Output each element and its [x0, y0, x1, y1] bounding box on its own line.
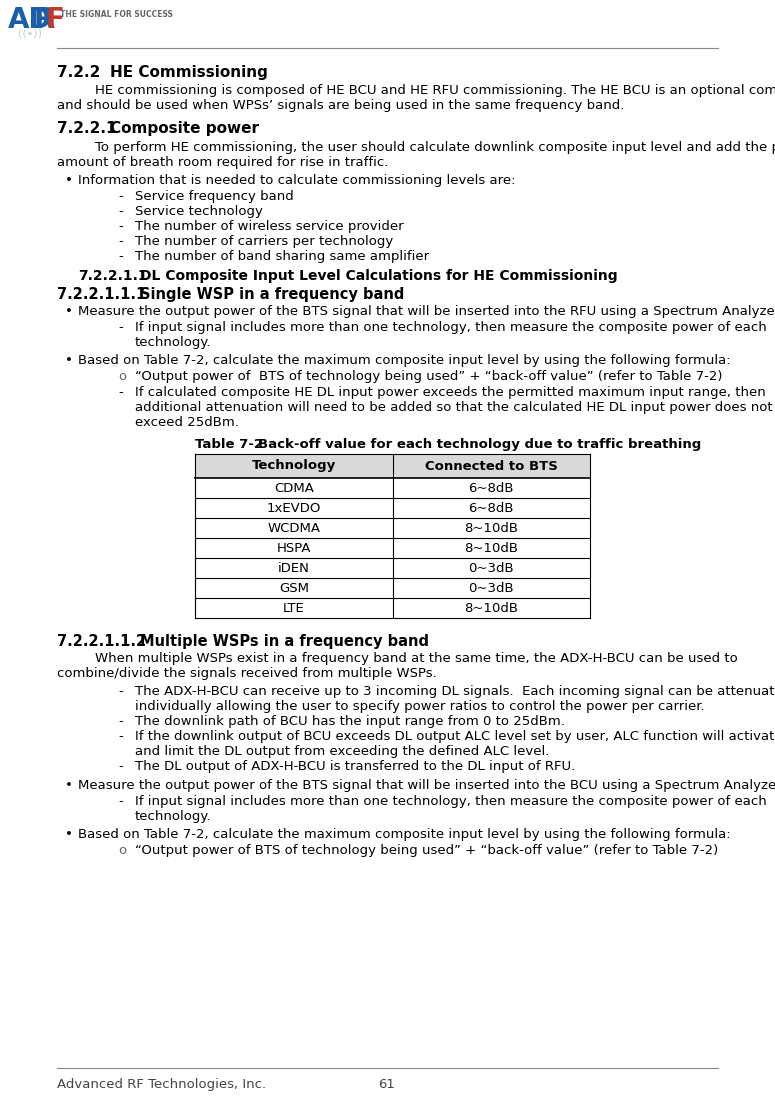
Text: 7.2.2: 7.2.2 [57, 65, 101, 80]
Text: Service technology: Service technology [135, 206, 263, 218]
Text: additional attenuation will need to be added so that the calculated HE DL input : additional attenuation will need to be a… [135, 401, 773, 414]
Bar [195, 518, 590, 539]
Text: AD: AD [8, 5, 53, 34]
Text: The number of band sharing same amplifier: The number of band sharing same amplifie… [135, 249, 429, 263]
Text: 8~10dB: 8~10dB [464, 542, 518, 555]
Text: F: F [46, 5, 65, 34]
Text: 8~10dB: 8~10dB [464, 522, 518, 534]
Text: The DL output of ADX-H-BCU is transferred to the DL input of RFU.: The DL output of ADX-H-BCU is transferre… [135, 761, 575, 773]
Text: If the downlink output of BCU exceeds DL output ALC level set by user, ALC funct: If the downlink output of BCU exceeds DL… [135, 730, 775, 743]
Text: 6~8dB: 6~8dB [469, 481, 514, 495]
Text: Based on Table 7-2, calculate the maximum composite input level by using the fol: Based on Table 7-2, calculate the maximu… [78, 828, 731, 841]
Text: -: - [118, 685, 122, 698]
Text: “Output power of BTS of technology being used” + “back-off value” (refer to Tabl: “Output power of BTS of technology being… [135, 844, 718, 857]
Text: 8~10dB: 8~10dB [464, 601, 518, 614]
Text: combine/divide the signals received from multiple WSPs.: combine/divide the signals received from… [57, 667, 437, 680]
Text: “Output power of  BTS of technology being used” + “back-off value” (refer to Tab: “Output power of BTS of technology being… [135, 370, 722, 382]
Text: Table 7-2: Table 7-2 [195, 439, 263, 451]
Text: -: - [118, 715, 122, 728]
Bar [195, 454, 590, 478]
Text: Advanced RF Technologies, Inc.: Advanced RF Technologies, Inc. [57, 1078, 266, 1091]
Text: Technology: Technology [252, 459, 336, 473]
Text: -: - [118, 206, 122, 218]
Text: o: o [118, 370, 126, 382]
Text: HE Commissioning: HE Commissioning [110, 65, 268, 80]
Text: To perform HE commissioning, the user should calculate downlink composite input : To perform HE commissioning, the user sh… [95, 141, 775, 154]
Text: 61: 61 [378, 1078, 395, 1091]
Text: technology.: technology. [135, 336, 212, 349]
Text: •: • [65, 174, 73, 187]
Text: and should be used when WPSs’ signals are being used in the same frequency band.: and should be used when WPSs’ signals ar… [57, 99, 625, 112]
Text: Connected to BTS: Connected to BTS [425, 459, 558, 473]
Text: Based on Table 7-2, calculate the maximum composite input level by using the fol: Based on Table 7-2, calculate the maximu… [78, 354, 731, 367]
Text: 7.2.2.1: 7.2.2.1 [57, 121, 116, 136]
Bar [195, 598, 590, 618]
Text: -: - [118, 730, 122, 743]
Bar [195, 539, 590, 558]
Text: •: • [65, 828, 73, 841]
Bar [195, 578, 590, 598]
Text: 0~3dB: 0~3dB [468, 562, 514, 575]
Text: 0~3dB: 0~3dB [468, 581, 514, 595]
Bar [195, 558, 590, 578]
Text: 7.2.2.1.1.2: 7.2.2.1.1.2 [57, 634, 146, 650]
Text: -: - [118, 761, 122, 773]
Text: When multiple WSPs exist in a frequency band at the same time, the ADX-H-BCU can: When multiple WSPs exist in a frequency … [95, 652, 738, 665]
Text: o: o [118, 844, 126, 857]
Text: 7.2.2.1.1.1: 7.2.2.1.1.1 [57, 287, 146, 302]
Bar [195, 498, 590, 518]
Text: Composite power: Composite power [110, 121, 259, 136]
Text: exceed 25dBm.: exceed 25dBm. [135, 417, 239, 429]
Text: GSM: GSM [279, 581, 308, 595]
Text: -: - [118, 795, 122, 808]
Text: individually allowing the user to specify power ratios to control the power per : individually allowing the user to specif… [135, 700, 704, 713]
Text: -: - [118, 249, 122, 263]
Text: HSPA: HSPA [277, 542, 311, 555]
Text: The number of wireless service provider: The number of wireless service provider [135, 220, 404, 233]
Text: WCDMA: WCDMA [267, 522, 320, 534]
Text: -: - [118, 220, 122, 233]
Text: -: - [118, 321, 122, 334]
Text: •: • [65, 779, 73, 792]
Text: 1xEVDO: 1xEVDO [267, 501, 321, 514]
Text: The number of carriers per technology: The number of carriers per technology [135, 235, 393, 248]
Text: If input signal includes more than one technology, then measure the composite po: If input signal includes more than one t… [135, 321, 766, 334]
Text: Multiple WSPs in a frequency band: Multiple WSPs in a frequency band [140, 634, 429, 650]
Text: DL Composite Input Level Calculations for HE Commissioning: DL Composite Input Level Calculations fo… [140, 269, 618, 284]
Text: The downlink path of BCU has the input range from 0 to 25dBm.: The downlink path of BCU has the input r… [135, 715, 565, 728]
Text: THE SIGNAL FOR SUCCESS: THE SIGNAL FOR SUCCESS [60, 10, 173, 19]
Text: amount of breath room required for rise in traffic.: amount of breath room required for rise … [57, 156, 388, 169]
Text: HE commissioning is composed of HE BCU and HE RFU commissioning. The HE BCU is a: HE commissioning is composed of HE BCU a… [95, 84, 775, 97]
Text: -: - [118, 190, 122, 203]
Text: •: • [65, 306, 73, 318]
Text: Measure the output power of the BTS signal that will be inserted into the RFU us: Measure the output power of the BTS sign… [78, 306, 775, 318]
Text: If calculated composite HE DL input power exceeds the permitted maximum input ra: If calculated composite HE DL input powe… [135, 386, 766, 399]
Text: ((•)): ((•)) [18, 27, 42, 38]
Text: LTE: LTE [283, 601, 305, 614]
Text: and limit the DL output from exceeding the defined ALC level.: and limit the DL output from exceeding t… [135, 745, 549, 758]
Text: 7.2.2.1.1: 7.2.2.1.1 [78, 269, 147, 284]
Text: -: - [118, 386, 122, 399]
Text: -: - [118, 235, 122, 248]
Text: iDEN: iDEN [277, 562, 310, 575]
Bar [195, 478, 590, 498]
Text: Measure the output power of the BTS signal that will be inserted into the BCU us: Measure the output power of the BTS sign… [78, 779, 775, 792]
Text: CDMA: CDMA [274, 481, 314, 495]
Text: The ADX-H-BCU can receive up to 3 incoming DL signals.  Each incoming signal can: The ADX-H-BCU can receive up to 3 incomi… [135, 685, 775, 698]
Text: Service frequency band: Service frequency band [135, 190, 294, 203]
Text: •: • [65, 354, 73, 367]
Text: If input signal includes more than one technology, then measure the composite po: If input signal includes more than one t… [135, 795, 766, 808]
Text: technology.: technology. [135, 810, 212, 823]
Text: Information that is needed to calculate commissioning levels are:: Information that is needed to calculate … [78, 174, 515, 187]
Text: R: R [34, 5, 55, 34]
Text: Back-off value for each technology due to traffic breathing: Back-off value for each technology due t… [258, 439, 701, 451]
Text: Single WSP in a frequency band: Single WSP in a frequency band [140, 287, 405, 302]
Text: 6~8dB: 6~8dB [469, 501, 514, 514]
